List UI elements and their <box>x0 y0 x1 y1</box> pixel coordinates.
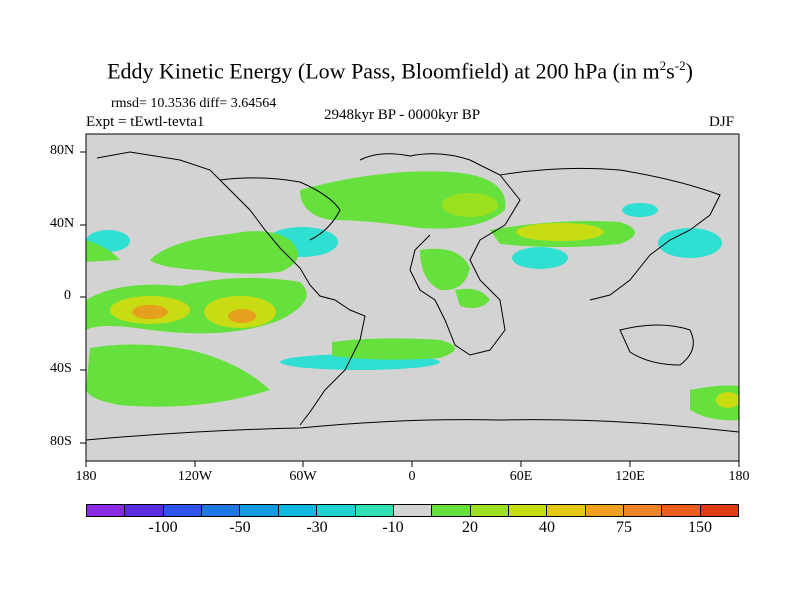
y-tick-marks <box>80 151 86 444</box>
colorbar-segment <box>317 505 356 516</box>
colorbar-segment <box>700 505 739 516</box>
colorbar-segment <box>87 505 126 516</box>
colorbar-segment <box>163 505 203 516</box>
colorbar-segment <box>470 505 509 516</box>
colorbar-segment <box>240 505 279 516</box>
colorbar-label: 150 <box>688 519 712 536</box>
colorbar-segment <box>202 505 241 516</box>
colorbar-label: 75 <box>616 519 632 536</box>
colorbar <box>86 504 739 517</box>
colorbar-segment <box>624 505 663 516</box>
chart-title: Eddy Kinetic Energy (Low Pass, Bloomfiel… <box>107 58 693 84</box>
high-anomaly-cores <box>110 193 740 408</box>
expt-label: Expt = tEwtl-tevta1 <box>86 114 205 130</box>
colorbar-label: 40 <box>539 519 555 536</box>
colorbar-segment <box>662 505 701 516</box>
y-tick-label: 80N <box>50 143 75 158</box>
x-tick-label: 120W <box>177 469 213 484</box>
colorbar-label: -50 <box>229 519 251 536</box>
colorbar-segment <box>393 505 433 516</box>
y-tick-label: 0 <box>64 288 71 303</box>
colorbar-segment <box>125 505 164 516</box>
x-tick-marks <box>85 461 740 467</box>
period-label: 2948kyr BP - 0000kyr BP <box>324 107 481 123</box>
x-tick-label: 120E <box>615 469 645 484</box>
y-tick-label: 40S <box>50 361 72 376</box>
colorbar-segment <box>432 505 471 516</box>
coastlines <box>85 151 740 441</box>
rmsd-diff-label: rmsd= 10.3536 diff= 3.64564 <box>111 96 277 111</box>
x-tick-label: 180 <box>728 469 750 484</box>
season-label: DJF <box>709 114 735 130</box>
x-tick-label: 180 <box>75 469 97 484</box>
x-tick-label: 0 <box>408 469 416 484</box>
colorbar-segment <box>355 505 394 516</box>
colorbar-segment <box>547 505 586 516</box>
x-tick-label: 60W <box>289 469 317 484</box>
x-tick-label: 60E <box>509 469 533 484</box>
colorbar-segment <box>508 505 548 516</box>
colorbar-segment <box>585 505 625 516</box>
colorbar-label: -10 <box>382 519 404 536</box>
colorbar-label: -100 <box>148 519 178 536</box>
colorbar-segment <box>278 505 318 516</box>
colorbar-label: -30 <box>306 519 328 536</box>
colorbar-label: 20 <box>462 519 478 536</box>
y-tick-label: 40N <box>50 216 75 231</box>
y-tick-label: 80S <box>50 434 72 449</box>
